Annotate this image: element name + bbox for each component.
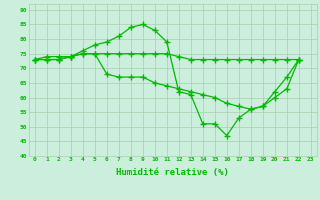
X-axis label: Humidité relative (%): Humidité relative (%) (116, 168, 229, 177)
